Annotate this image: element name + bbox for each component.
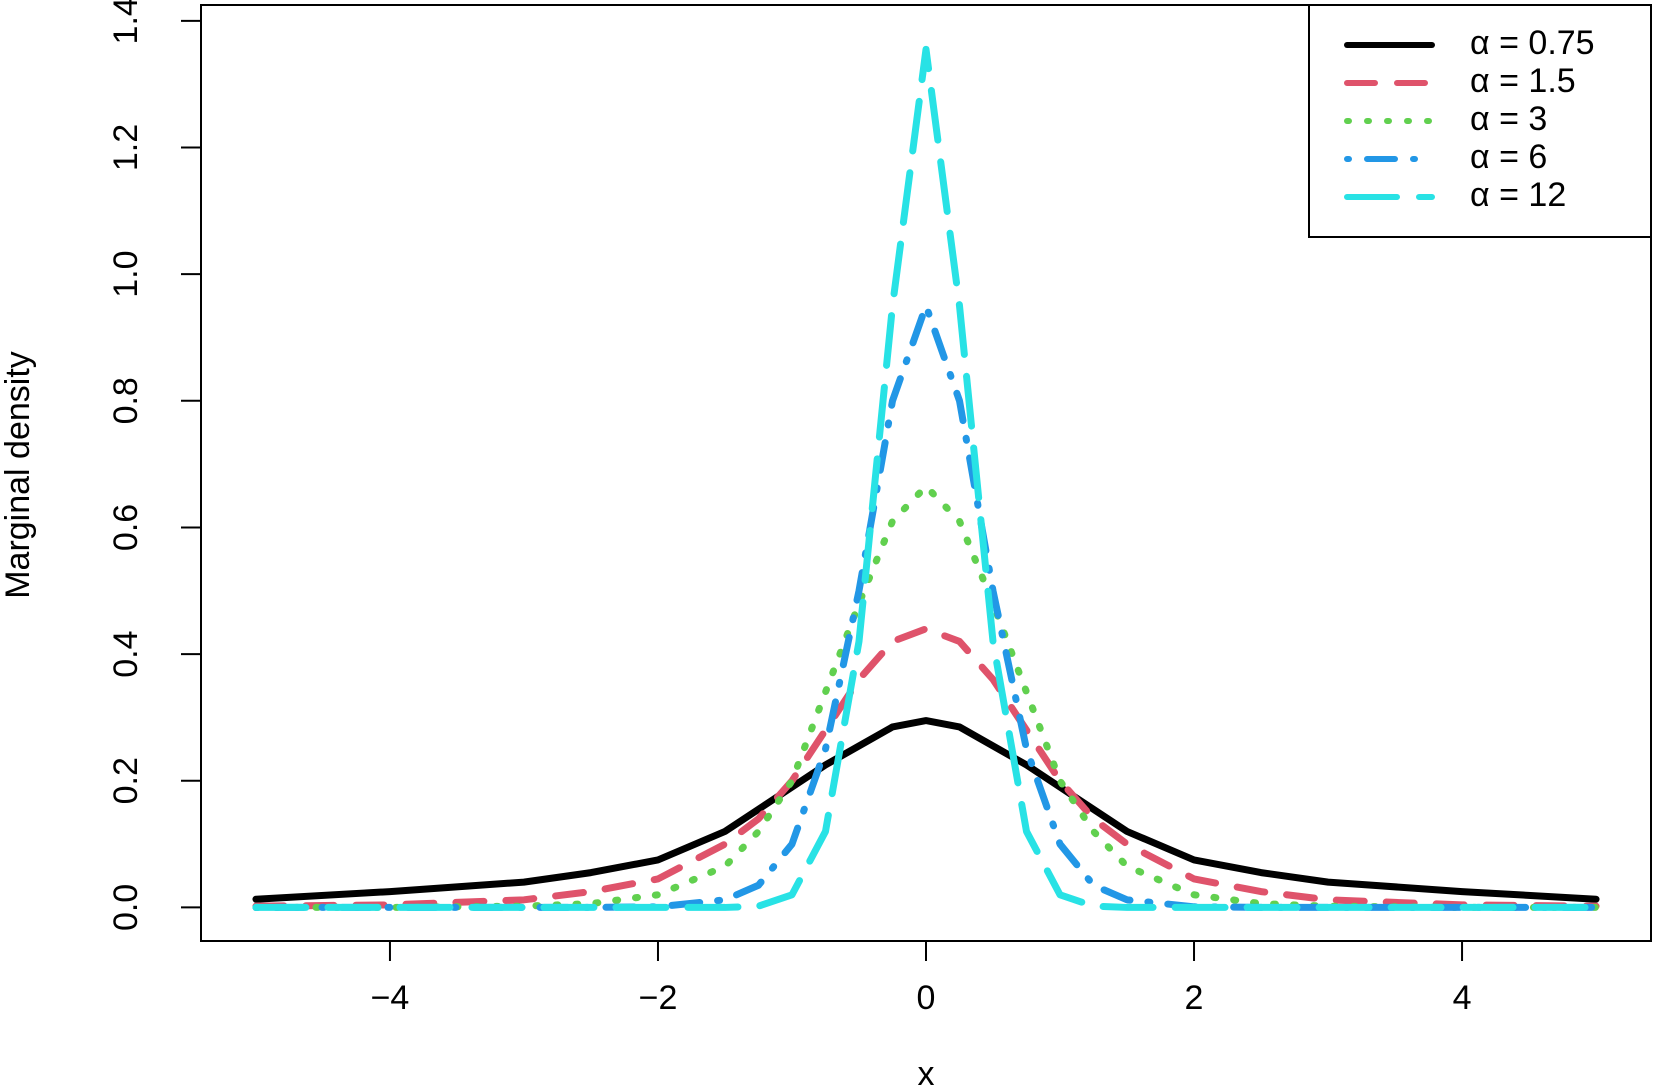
series-line [252, 302, 1600, 911]
series-line [252, 717, 1600, 903]
series-line [252, 625, 1600, 910]
x-tick-label: 2 [1185, 979, 1204, 1017]
x-tick-label: 4 [1453, 979, 1472, 1017]
x-tick-label: −2 [639, 979, 678, 1017]
y-tick-label: 0.0 [107, 884, 145, 931]
legend-label: α = 3 [1470, 100, 1547, 138]
series-line [252, 45, 1600, 911]
x-tick-label: 0 [917, 979, 936, 1017]
y-tick-label: 0.8 [107, 377, 145, 424]
legend-label: α = 6 [1470, 138, 1547, 176]
legend-label: α = 12 [1470, 176, 1566, 214]
y-tick-label: 0.6 [107, 504, 145, 551]
y-tick-label: 1.0 [107, 251, 145, 298]
series-line [252, 482, 1600, 911]
y-tick-label: 1.4 [107, 0, 145, 44]
y-tick-label: 0.4 [107, 630, 145, 677]
y-axis-label: Marginal density [0, 351, 37, 599]
legend-label: α = 0.75 [1470, 24, 1595, 62]
y-tick-label: 0.2 [107, 757, 145, 804]
x-axis-label: x [918, 1055, 935, 1089]
legend-label: α = 1.5 [1470, 62, 1576, 100]
y-tick-label: 1.2 [107, 124, 145, 171]
x-tick-label: −4 [371, 979, 410, 1017]
